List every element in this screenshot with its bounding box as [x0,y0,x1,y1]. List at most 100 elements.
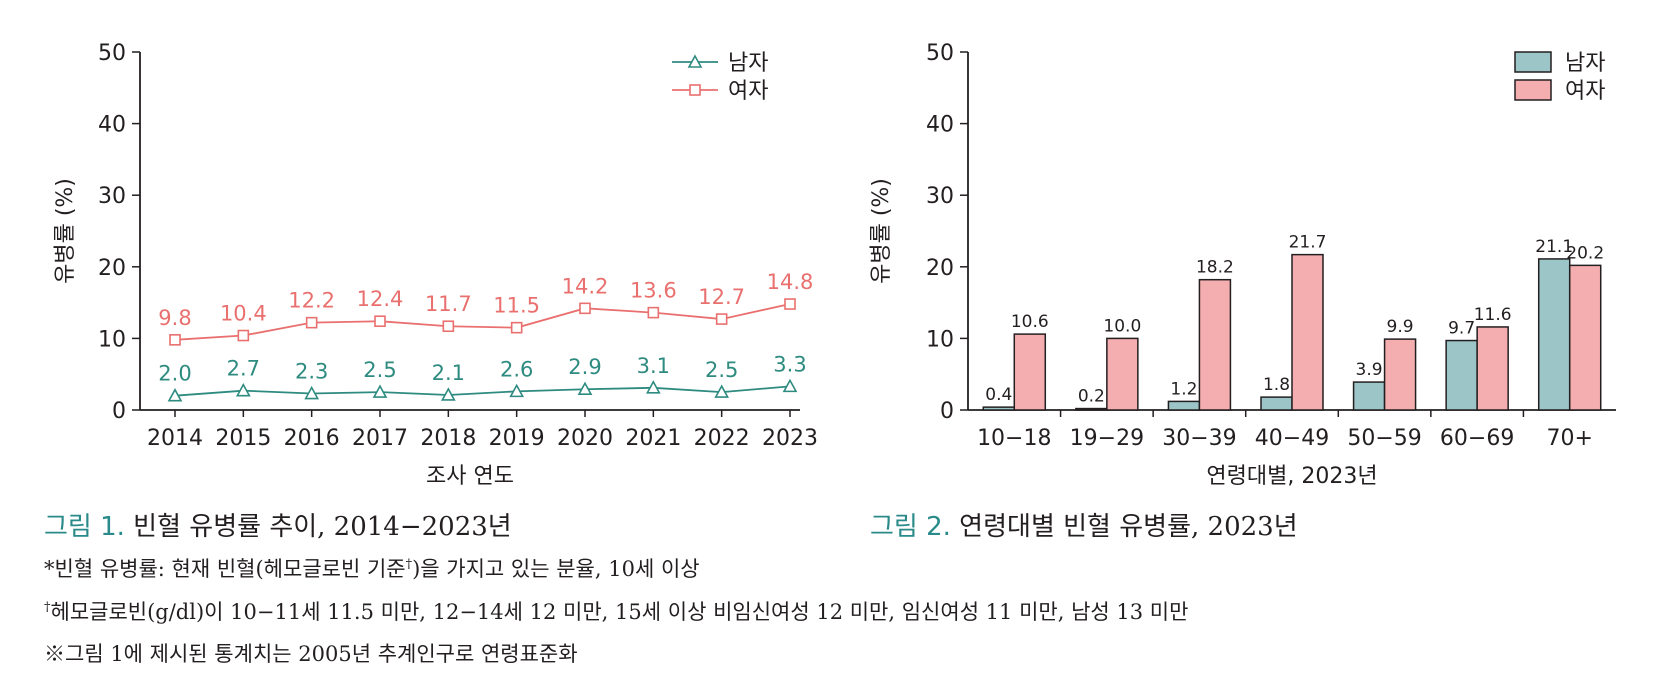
x-tick-label: 50−59 [1347,426,1421,451]
y-tick-label: 0 [112,399,126,424]
bar-male [1167,400,1201,411]
x-tick-label: 30−39 [1162,426,1236,451]
x-tick-label: 2021 [625,426,681,451]
dagger-mark: † [44,600,51,615]
data-label-female: 14.2 [562,274,609,298]
bar-female [1198,278,1232,411]
y-axis-title: 유병률 (%) [53,178,78,284]
bar-label-male: 21.1 [1535,237,1573,257]
data-point-male [645,380,661,394]
legend-swatch-female [1514,79,1552,101]
note-definition: *빈혈 유병률: 현재 빈혈(헤모글로빈 기준†)을 가지고 있는 분율, 10… [44,553,700,583]
x-tick-label: 2014 [147,426,203,451]
bar-chart-anemia-by-age: 0 10 20 30 40 50 10−18 19−29 30−39 40−49 50−59 60−6… [869,41,1616,489]
data-label-male: 2.9 [568,355,601,379]
x-tick-label: 2016 [284,426,340,451]
data-point-male [440,387,456,401]
x-tick-label: 19−29 [1070,426,1144,451]
x-tick-label: 2017 [352,426,408,451]
data-point-male [577,381,593,396]
data-label-female: 10.4 [220,302,267,326]
series-line-female [174,303,791,341]
bar-female [1568,264,1602,411]
data-label-female: 12.7 [698,285,745,309]
y-tick-label: 10 [926,327,954,352]
series-line-male [174,385,791,397]
bar-male [982,406,1016,411]
y-tick-label: 40 [926,113,954,138]
legend-swatch-male [1514,51,1552,73]
note-criteria-text: 헤모글로빈(g/dl)이 10−11세 11.5 미만, 12−14세 12 미… [50,600,1189,624]
data-label-female: 12.4 [357,287,404,311]
y-tick-label: 40 [98,113,126,138]
note-standardization: ※그림 1에 제시된 통계치는 2005년 추계인구로 연령표준화 [44,638,578,668]
data-point-male [304,385,320,400]
data-label-male: 2.6 [500,357,533,381]
data-label-female: 13.6 [630,279,677,303]
figure-1-title: 빈혈 유병률 추이, 2014−2023년 [124,512,512,542]
data-point-female [237,329,250,342]
figure-1-caption: 그림 1. 빈혈 유병률 추이, 2014−2023년 [44,506,512,543]
data-label-female: 14.8 [767,270,814,294]
y-tick-label: 20 [98,256,126,281]
bar-label-female: 20.2 [1566,243,1604,263]
y-tick-label: 50 [98,41,126,66]
y-tick-label: 10 [98,327,126,352]
data-point-male [372,384,388,398]
data-label-male: 2.1 [432,361,465,385]
legend-label-female: 여자 [1565,79,1605,104]
bar-label-male: 3.9 [1356,360,1383,380]
figure-2-title: 연령대별 빈혈 유병률, 2023년 [950,512,1298,542]
line-chart-anemia-trend: 0 10 20 30 40 50 2014 2015 2016 2017 2018 2019 2020 2… [53,41,818,489]
bar-label-female: 11.6 [1474,305,1512,325]
legend-label-female: 여자 [728,79,768,104]
bar-female [1383,338,1417,411]
x-axis-title: 연령대별, 2023년 [1206,464,1377,489]
data-label-female: 9.8 [158,306,191,330]
data-label-female: 12.2 [288,289,335,313]
x-tick-label: 2022 [694,426,750,451]
bar-label-female: 10.0 [1103,316,1141,336]
bar-female [1106,337,1139,411]
data-label-male: 3.3 [773,352,806,376]
y-tick-label: 50 [926,41,954,66]
data-point-male [167,388,183,402]
y-tick-label: 20 [926,256,954,281]
note-standardization-text: ※그림 1에 제시된 통계치는 2005년 추계인구로 연령표준화 [44,642,578,666]
data-point-male [714,384,730,398]
data-point-female [510,321,523,334]
data-point-male [235,382,251,397]
legend-label-male: 남자 [728,51,768,76]
x-tick-label: 2018 [420,426,476,451]
figure-1-number: 그림 1. [44,512,125,542]
bar-female [1291,253,1324,411]
bar-female [1013,333,1047,411]
data-point-female [442,320,455,333]
bar-male [1075,407,1108,411]
note-definition-text: *빈혈 유병률: 현재 빈혈(헤모글로빈 기준 [44,557,406,581]
x-axis-title: 조사 연도 [426,464,514,489]
data-label-male: 2.5 [705,358,738,382]
y-axis-title: 유병률 (%) [869,178,894,284]
bar-label-male: 1.2 [1170,379,1197,399]
y-tick-label: 0 [940,399,954,424]
bar-label-male: 9.7 [1448,319,1475,339]
data-point-female [784,298,796,310]
data-point-male [509,383,525,398]
x-tick-label: 2023 [762,426,818,451]
legend-marker-male [687,54,703,68]
data-point-female [305,316,318,329]
data-label-male: 3.1 [637,354,670,378]
bar-label-female: 10.6 [1011,312,1049,332]
data-label-male: 2.7 [227,357,260,381]
data-point-female [579,302,591,315]
figure-2-caption: 그림 2. 연령대별 빈혈 유병률, 2023년 [870,506,1298,543]
bar-label-male: 0.2 [1078,387,1105,407]
y-tick-label: 30 [98,184,126,209]
note-definition-text-end: )을 가지고 있는 분율, 10세 이상 [412,557,700,581]
data-point-female [647,306,660,319]
x-tick-label: 2019 [489,426,545,451]
dagger-mark: † [405,557,413,572]
data-point-male [782,378,798,393]
